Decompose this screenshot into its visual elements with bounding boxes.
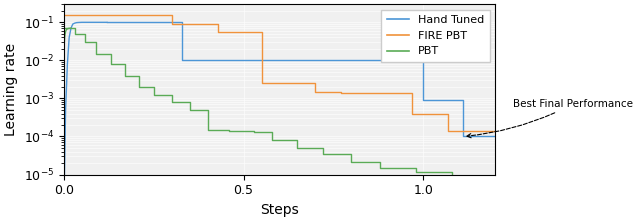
Legend: Hand Tuned, FIRE PBT, PBT: Hand Tuned, FIRE PBT, PBT (381, 10, 490, 62)
Text: Best Final Performance: Best Final Performance (467, 99, 633, 138)
Y-axis label: Learning rate: Learning rate (4, 43, 18, 136)
X-axis label: Steps: Steps (260, 203, 299, 217)
